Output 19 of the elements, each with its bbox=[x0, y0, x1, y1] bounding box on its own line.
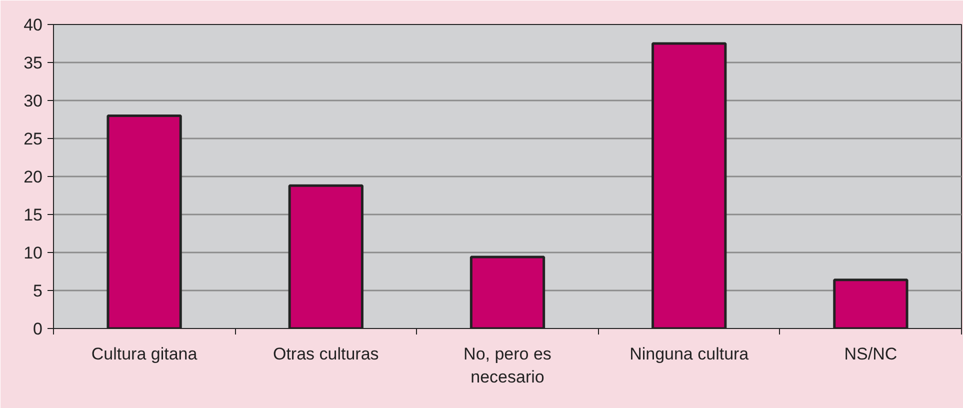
y-tick-label: 40 bbox=[24, 16, 43, 34]
x-tick-label: No, pero es necesario bbox=[464, 344, 552, 386]
y-tick-label: 10 bbox=[24, 244, 43, 262]
y-tick-label: 15 bbox=[24, 206, 43, 224]
y-tick-label: 25 bbox=[24, 130, 43, 148]
y-tick-label: 35 bbox=[24, 54, 43, 72]
x-tick-label: Otras culturas bbox=[272, 344, 379, 364]
bar bbox=[288, 184, 364, 328]
bar bbox=[106, 114, 182, 328]
y-tick-label: 0 bbox=[33, 320, 43, 338]
bar bbox=[833, 278, 908, 328]
x-tick-label: Ninguna cultura bbox=[630, 344, 750, 364]
bar bbox=[470, 256, 546, 328]
x-tick-label: NS/NC bbox=[844, 344, 898, 364]
x-tick-label: Cultura gitana bbox=[91, 344, 198, 364]
y-tick-label: 30 bbox=[24, 92, 43, 110]
y-tick-label: 5 bbox=[33, 282, 43, 300]
y-tick-label: 20 bbox=[24, 168, 43, 186]
bar bbox=[652, 42, 727, 328]
